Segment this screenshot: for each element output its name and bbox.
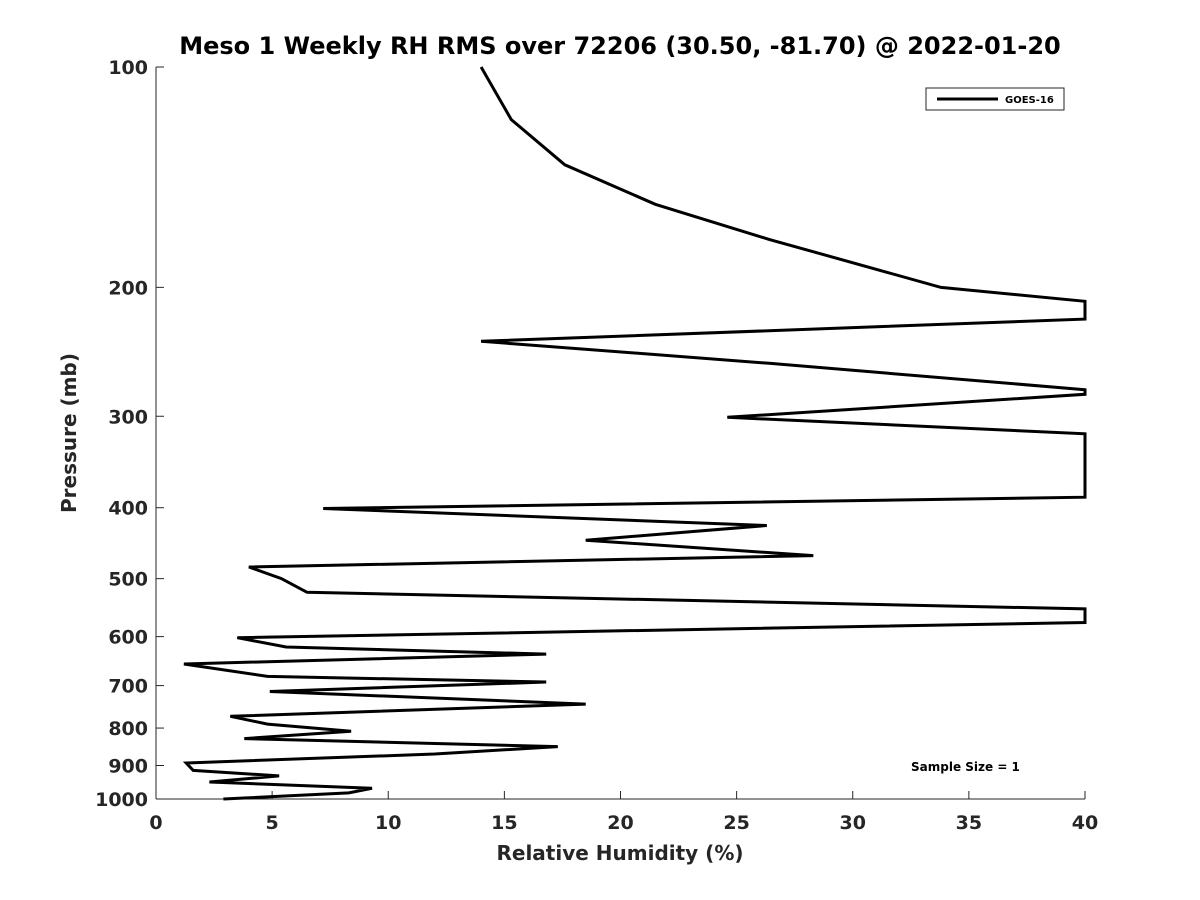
y-tick-label: 800 (108, 718, 148, 740)
x-tick-label: 10 (375, 812, 401, 834)
legend: GOES-16 (925, 87, 1065, 111)
x-tick-label: 40 (1072, 812, 1098, 834)
y-tick-label: 100 (108, 57, 148, 79)
y-tick-label: 600 (108, 627, 148, 649)
x-tick-label: 15 (491, 812, 517, 834)
y-tick-label: 900 (108, 756, 148, 778)
series-layer (182, 66, 1087, 801)
x-tick-label: 30 (840, 812, 866, 834)
legend-label-goes16: GOES-16 (1005, 95, 1054, 106)
y-tick-label: 1000 (95, 789, 148, 811)
y-tick-label: 700 (108, 676, 148, 698)
x-tick-label: 5 (266, 812, 279, 834)
y-tick-label: 200 (108, 277, 148, 299)
series-line-goes-16 (182, 66, 1087, 801)
y-axis-ticks: 100 200 300 400 500 600 700 800 900 1000 (95, 57, 164, 811)
y-axis-label: Pressure (mb) (57, 353, 81, 513)
x-axis-ticks: 0 5 10 15 20 25 30 35 40 (149, 791, 1098, 834)
y-tick-label: 400 (108, 498, 148, 520)
x-tick-label: 0 (149, 812, 162, 834)
x-tick-label: 35 (956, 812, 982, 834)
y-tick-label: 500 (108, 569, 148, 591)
y-tick-label: 300 (108, 406, 148, 428)
sample-size-annotation: Sample Size = 1 (911, 760, 1020, 774)
x-tick-label: 20 (607, 812, 633, 834)
chart-title: Meso 1 Weekly RH RMS over 72206 (30.50, … (179, 32, 1061, 60)
x-tick-label: 25 (723, 812, 749, 834)
x-axis-label: Relative Humidity (%) (496, 841, 743, 865)
